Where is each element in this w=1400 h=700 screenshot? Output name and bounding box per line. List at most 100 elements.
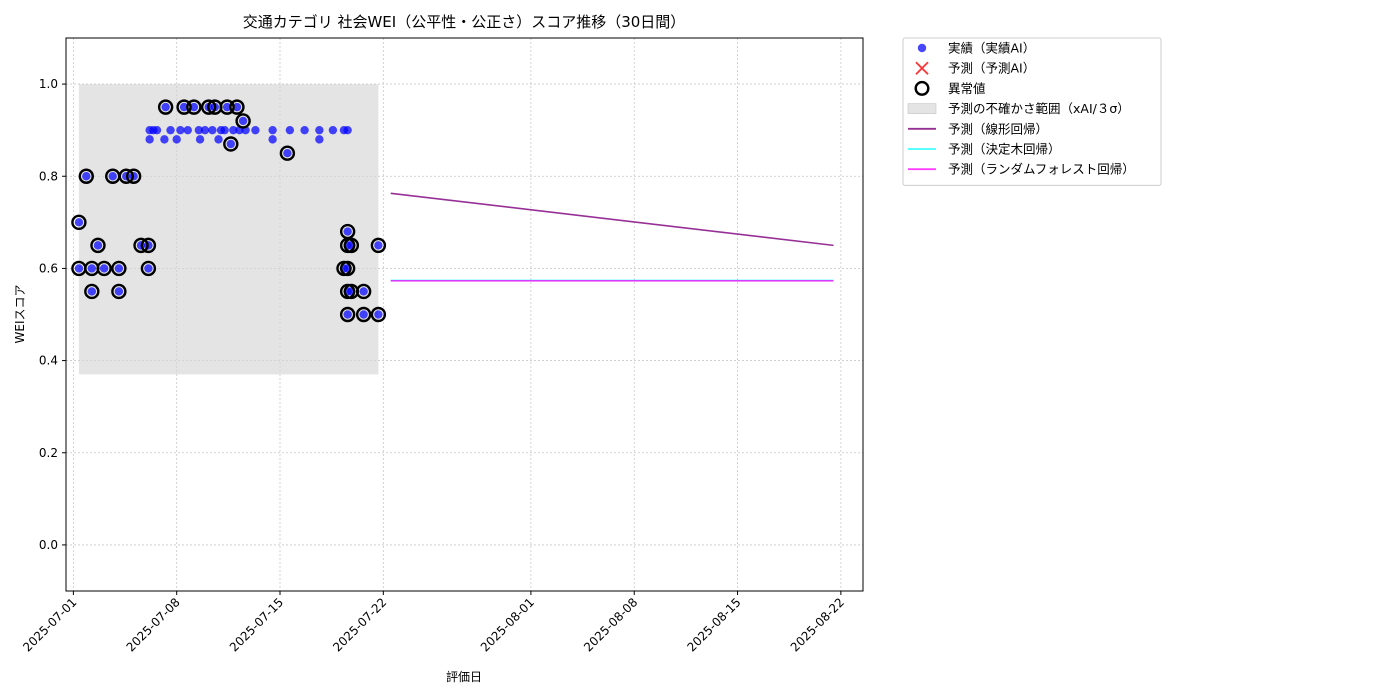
actual-point — [108, 172, 117, 181]
y-tick-label: 0.2 — [39, 446, 58, 460]
actual-point — [283, 149, 292, 158]
legend-box — [902, 37, 1162, 186]
anomaly-point — [133, 237, 149, 254]
legend-label-linear: 予測（線形回帰） — [948, 121, 1048, 136]
legend-symbol-forecast — [915, 61, 929, 75]
x-tick-label: 2025-08-22 — [788, 595, 847, 654]
y-axis-label: WEIスコア — [13, 285, 27, 344]
actual-point — [328, 125, 338, 135]
actual-point — [300, 125, 309, 135]
actual-point — [374, 310, 383, 319]
anomaly-point — [186, 99, 202, 115]
actual-point — [268, 135, 277, 144]
anomaly-point — [78, 168, 94, 184]
actual-point — [87, 287, 97, 296]
actual-point — [144, 264, 153, 273]
x-tick-label: 2025-07-22 — [330, 595, 389, 654]
plot-area — [65, 37, 864, 592]
actual-point — [359, 310, 368, 319]
actual-point — [315, 125, 324, 135]
actual-point — [251, 125, 260, 135]
actual-point — [229, 125, 238, 135]
forecast-lines-layer — [390, 192, 834, 282]
anomaly-point — [111, 283, 127, 300]
anomaly-point — [176, 99, 192, 115]
x-tick-label: 2025-08-01 — [478, 595, 537, 654]
anomaly-points-layer — [71, 99, 387, 323]
actual-point — [195, 135, 205, 144]
actual-point — [343, 310, 352, 319]
anomaly-point — [339, 306, 356, 323]
anomaly-point — [339, 260, 356, 277]
actual-point — [93, 241, 103, 250]
actual-point — [208, 125, 217, 135]
legend-label-actual: 実績（実績AI） — [948, 41, 1035, 56]
actual-point — [189, 102, 199, 112]
y-tick-label: 0.6 — [39, 261, 58, 275]
actual-point — [172, 135, 181, 144]
legend-label-forest: 予測（ランダムフォレスト回帰） — [948, 162, 1135, 177]
anomaly-point — [140, 237, 157, 254]
anomaly-point — [140, 260, 157, 277]
anomaly-point — [118, 168, 134, 184]
actual-point — [374, 241, 383, 250]
actual-point — [226, 139, 236, 149]
anomaly-point — [229, 99, 245, 115]
actual-point — [166, 125, 175, 135]
y-tick-label: 0.4 — [39, 354, 58, 368]
actual-point — [161, 102, 170, 112]
anomaly-point — [125, 168, 142, 184]
legend-label-anomaly: 異常値 — [948, 81, 986, 96]
actual-point — [200, 125, 210, 135]
actual-point — [160, 135, 169, 144]
anomaly-point — [235, 113, 251, 129]
actual-point — [359, 287, 368, 296]
y-tick-label: 0.0 — [39, 538, 58, 552]
actual-point — [179, 102, 189, 112]
actual-point — [194, 125, 204, 135]
legend-symbol-anomaly — [914, 80, 930, 96]
actual-point — [74, 218, 84, 227]
legend-label-forecast_marker: 予測（予測AI） — [948, 61, 1035, 76]
actual-point — [232, 102, 242, 112]
forecast-line-linear — [390, 192, 834, 247]
actual-point — [343, 227, 352, 236]
actual-point — [176, 125, 185, 135]
actual-point — [82, 172, 91, 181]
actual-point — [145, 135, 154, 144]
anomaly-point — [71, 214, 87, 231]
actual-point — [222, 102, 232, 112]
legend-symbol-band — [907, 103, 937, 114]
actual-point — [238, 116, 248, 126]
x-tick-label: 2025-08-08 — [581, 595, 640, 654]
legend-label-tree: 予測（決定木回帰） — [948, 142, 1061, 157]
y-tick-label: 0.8 — [39, 169, 58, 183]
anomaly-point — [355, 283, 372, 300]
actual-point — [87, 264, 97, 273]
anomaly-point — [111, 260, 127, 277]
legend-symbol-actual — [917, 43, 927, 53]
anomaly-point — [200, 99, 217, 115]
anomaly-point — [219, 99, 235, 115]
actual-point — [114, 264, 124, 273]
actual-point — [114, 287, 124, 296]
plot-frame — [65, 37, 864, 592]
anomaly-point — [223, 136, 239, 152]
anomaly-point — [370, 237, 387, 254]
actual-point — [183, 125, 192, 135]
x-tick-label: 2025-07-01 — [20, 595, 79, 654]
anomaly-point — [355, 306, 372, 323]
chart-title: 交通カテゴリ 社会WEI（公平性・公正さ）スコア推移（30日間） — [243, 13, 686, 31]
actual-point — [285, 125, 295, 135]
actual-point — [220, 125, 229, 135]
y-axis-ticks: 0.0 0.2 0.4 0.6 0.8 1.0 — [39, 77, 66, 552]
uncertainty-band — [78, 84, 379, 375]
anomaly-point — [157, 99, 174, 115]
actual-point — [268, 125, 277, 135]
legend-label-band: 予測の不確かさ範囲（xAI/３σ） — [948, 101, 1130, 116]
x-axis-ticks: 2025-07-01 2025-07-08 2025-07-15 2025-07-22… — [20, 591, 847, 654]
uncertainty-band-layer — [78, 84, 379, 375]
x-tick-label: 2025-07-15 — [227, 595, 286, 654]
